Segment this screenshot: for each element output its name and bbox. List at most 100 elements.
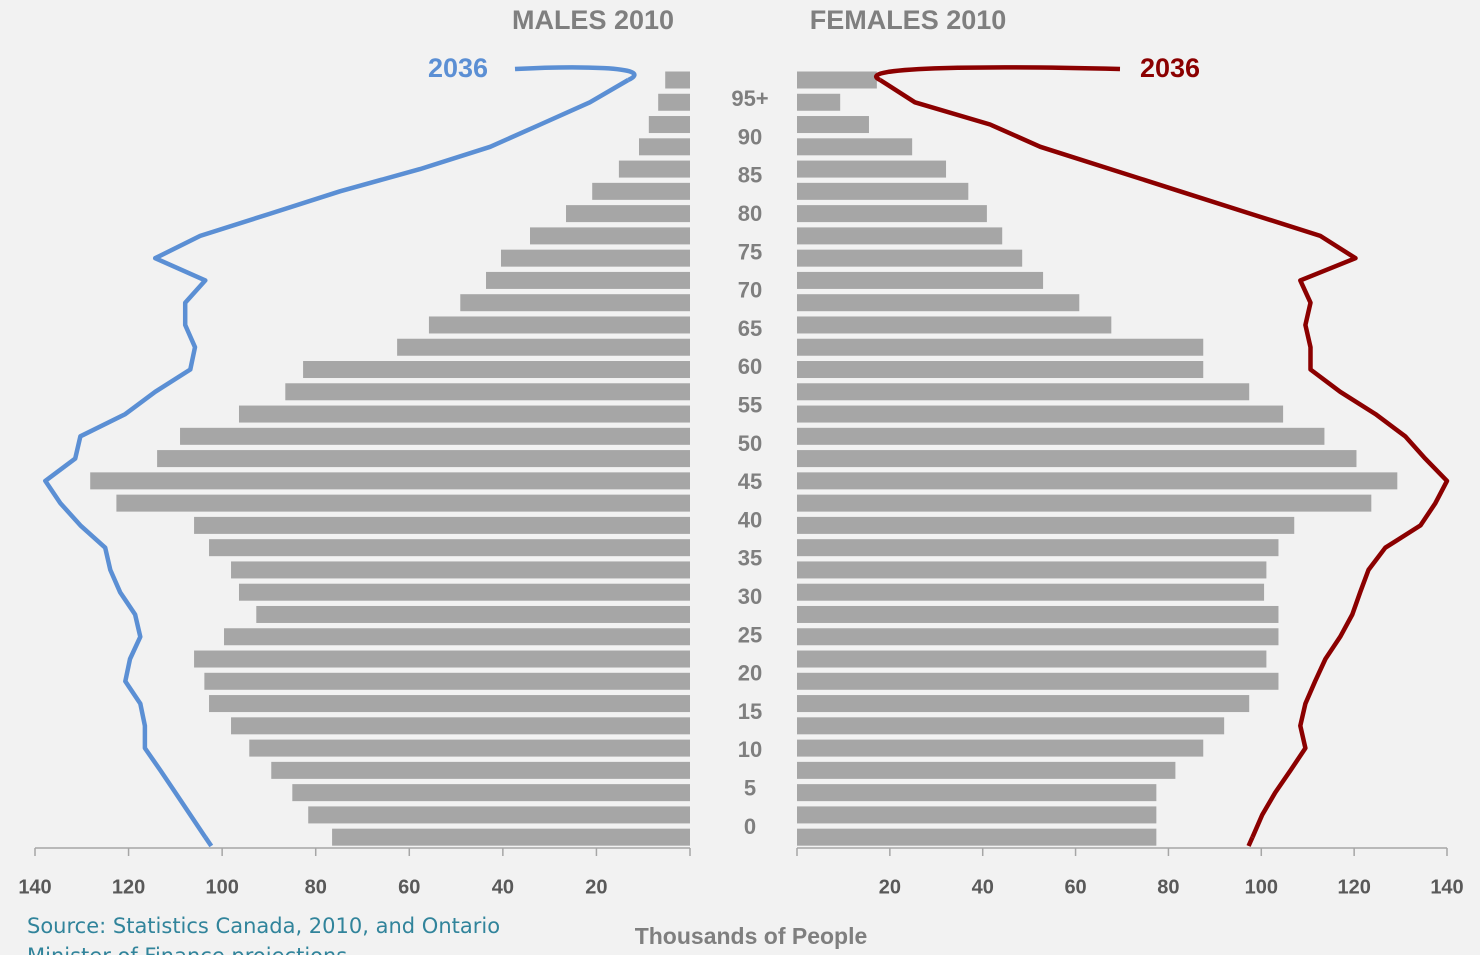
bar xyxy=(231,717,690,735)
bar xyxy=(797,605,1279,623)
age-label: 5 xyxy=(744,776,756,801)
line-series xyxy=(878,78,1450,839)
x-tick-label: 120 xyxy=(112,876,145,898)
bar xyxy=(639,138,690,156)
bar xyxy=(797,672,1279,690)
x-tick-label: 100 xyxy=(205,876,238,898)
bar xyxy=(209,695,691,713)
bar xyxy=(665,71,690,89)
x-tick-label: 40 xyxy=(492,876,514,898)
age-label: 10 xyxy=(738,737,762,762)
bar xyxy=(209,539,691,557)
line-series xyxy=(43,78,630,839)
bar xyxy=(797,761,1176,779)
bar xyxy=(797,516,1295,534)
bar xyxy=(797,784,1157,802)
age-label: 95+ xyxy=(731,86,768,111)
bar xyxy=(797,294,1080,312)
age-label: 55 xyxy=(738,393,762,418)
bar xyxy=(797,539,1279,557)
bar xyxy=(797,182,969,200)
bar xyxy=(194,650,691,668)
bar xyxy=(797,561,1267,579)
bar xyxy=(618,160,690,178)
bar xyxy=(797,739,1204,757)
series-label: 2036 xyxy=(1140,53,1200,83)
bar xyxy=(90,472,690,490)
bar xyxy=(797,494,1372,512)
age-label: 0 xyxy=(744,814,756,839)
bar xyxy=(797,249,1023,267)
age-label: 45 xyxy=(738,469,762,494)
bar xyxy=(224,628,690,646)
bar xyxy=(529,227,690,245)
x-tick-label: 100 xyxy=(1245,876,1278,898)
panel-title: FEMALES 2010 xyxy=(810,5,1007,35)
age-label: 30 xyxy=(738,584,762,609)
bar xyxy=(116,494,690,512)
age-label: 60 xyxy=(738,354,762,379)
bar xyxy=(797,383,1250,401)
line-tail xyxy=(203,835,214,848)
bar xyxy=(797,695,1250,713)
age-label: 75 xyxy=(738,239,762,264)
bar xyxy=(797,271,1044,289)
bar xyxy=(797,450,1357,468)
bar xyxy=(428,316,690,334)
bar xyxy=(797,116,869,134)
bar xyxy=(592,182,690,200)
x-tick-label: 20 xyxy=(879,876,901,898)
source-note: Source: Statistics Canada, 2010, and Ont… xyxy=(27,914,501,955)
age-label: 40 xyxy=(738,507,762,532)
x-tick-label: 140 xyxy=(1430,876,1463,898)
age-label: 20 xyxy=(738,661,762,686)
bar xyxy=(797,806,1157,824)
line-tail xyxy=(514,65,637,83)
bar xyxy=(308,806,690,824)
bar xyxy=(797,828,1157,846)
x-tick-label: 40 xyxy=(972,876,994,898)
age-label: 80 xyxy=(738,201,762,226)
bar xyxy=(238,405,690,423)
x-tick-label: 120 xyxy=(1337,876,1370,898)
panel-title: MALES 2010 xyxy=(512,5,674,35)
bar xyxy=(285,383,690,401)
x-tick-label: 80 xyxy=(305,876,327,898)
bar xyxy=(460,294,690,312)
bar xyxy=(797,361,1204,379)
bar xyxy=(332,828,690,846)
bar xyxy=(797,93,841,111)
bar xyxy=(397,338,690,356)
bar xyxy=(797,227,1003,245)
bar xyxy=(797,717,1225,735)
bar xyxy=(797,160,947,178)
bar xyxy=(797,650,1267,668)
line-tail xyxy=(1246,836,1255,847)
age-label: 70 xyxy=(738,278,762,303)
bar xyxy=(238,583,690,601)
bar xyxy=(797,138,913,156)
x-tick-label: 60 xyxy=(398,876,420,898)
bar xyxy=(797,316,1112,334)
x-tick-label: 140 xyxy=(18,876,51,898)
age-label: 15 xyxy=(738,699,762,724)
series-label: 2036 xyxy=(428,53,488,83)
bar xyxy=(566,205,690,223)
bar xyxy=(648,116,690,134)
bar xyxy=(797,583,1265,601)
bar xyxy=(797,628,1279,646)
bar xyxy=(271,761,690,779)
x-tick-label: 20 xyxy=(585,876,607,898)
age-label: 25 xyxy=(738,622,762,647)
bar xyxy=(658,93,690,111)
bar xyxy=(797,427,1325,445)
bar xyxy=(249,739,690,757)
bar xyxy=(797,472,1398,490)
x-tick-label: 80 xyxy=(1157,876,1179,898)
bar xyxy=(303,361,690,379)
bar xyxy=(256,605,690,623)
x-tick-label: 60 xyxy=(1064,876,1086,898)
age-label: 50 xyxy=(738,431,762,456)
